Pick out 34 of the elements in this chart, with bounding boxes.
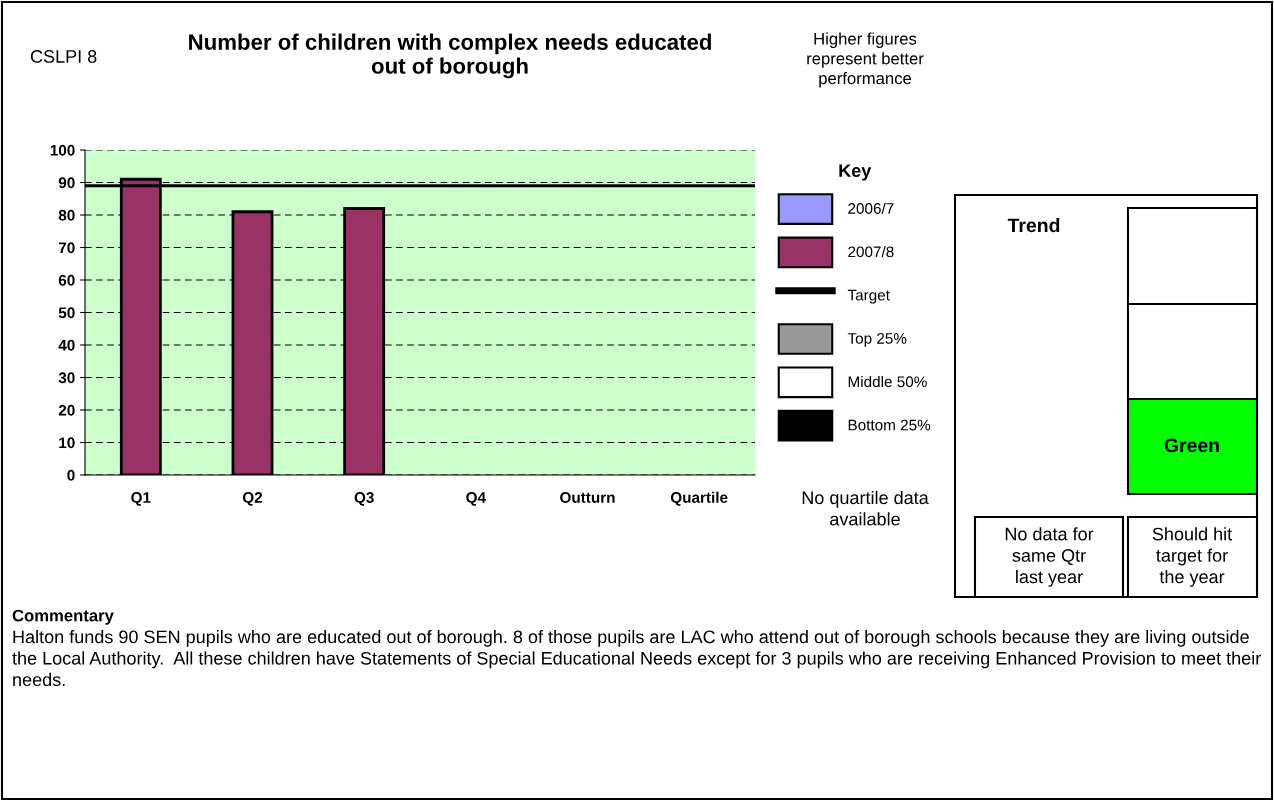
legend-title: Key bbox=[839, 164, 872, 181]
y-tick-label: 50 bbox=[58, 307, 75, 319]
legend-label: Bottom 25% bbox=[848, 419, 931, 431]
y-tick-label: 90 bbox=[58, 177, 75, 189]
text: Commentary bbox=[12, 609, 114, 625]
y-tick-label: 0 bbox=[67, 469, 75, 481]
chart-title: Number of children with complex needs educated out of borough bbox=[189, 33, 711, 79]
y-tick-label: 70 bbox=[58, 242, 75, 254]
y-tick-label: 100 bbox=[50, 144, 75, 156]
y-tick-label: 80 bbox=[58, 209, 75, 221]
legend-label: Middle 50% bbox=[848, 375, 927, 388]
x-tick-label: Quartile bbox=[670, 491, 728, 506]
y-tick-label: 20 bbox=[58, 404, 75, 416]
x-tick-label: Q1 bbox=[131, 492, 151, 506]
text: No quartile data available bbox=[802, 490, 929, 526]
y-tick-label: 40 bbox=[58, 339, 75, 351]
y-tick-label: 60 bbox=[58, 274, 75, 286]
y-tick-label: 30 bbox=[58, 372, 75, 384]
text: Green bbox=[1164, 438, 1219, 453]
text: Higher figures represent better performance bbox=[807, 32, 924, 88]
legend-label: Top 25% bbox=[847, 333, 907, 347]
text: Halton funds 90 SEN pupils who are educated out of borough. 8 of those pupils are LAC who attend out of borough schools because they are living outside the Local Authority. All these children have Statements of Special Educational Needs except for 3 pupils who are receiving Enhanced Provision to meet their needs. bbox=[12, 630, 1261, 687]
legend-label: Target bbox=[847, 289, 890, 304]
y-tick-label: 10 bbox=[59, 437, 75, 449]
text: Trend bbox=[1007, 217, 1060, 233]
x-tick-label: Outturn bbox=[560, 492, 615, 503]
legend-label: 2007/8 bbox=[848, 245, 894, 258]
x-tick-label: Q4 bbox=[466, 492, 486, 506]
text: No data for same Qtr last year bbox=[1005, 527, 1094, 587]
text: CSLPI 8 bbox=[30, 50, 97, 63]
legend-label: 2006/7 bbox=[848, 202, 894, 214]
x-tick-label: Q3 bbox=[354, 492, 374, 506]
x-tick-label: Q2 bbox=[242, 492, 263, 506]
text: Should hit target for the year bbox=[1152, 527, 1233, 587]
